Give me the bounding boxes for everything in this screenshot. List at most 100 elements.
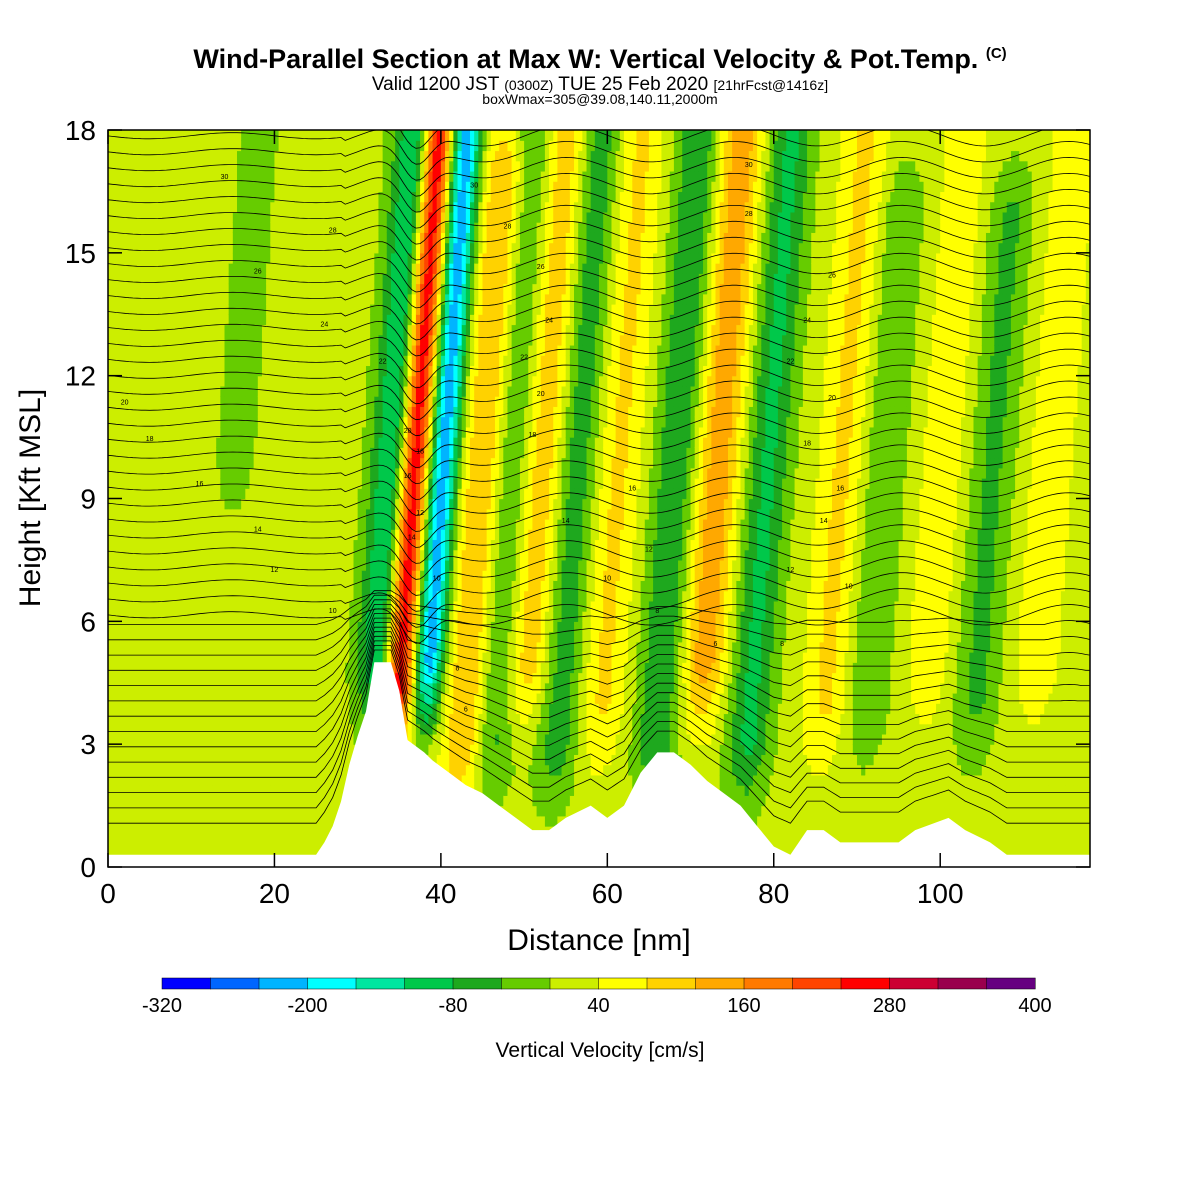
w-field-cell: [391, 396, 396, 407]
w-field-cell: [179, 488, 184, 499]
w-field-cell: [212, 314, 217, 325]
w-field-cell: [304, 724, 309, 735]
w-field-cell: [225, 273, 230, 284]
w-field-cell: [220, 437, 225, 448]
w-field-cell: [254, 693, 259, 704]
w-field-cell: [154, 826, 159, 837]
w-field-cell: [191, 253, 196, 264]
w-field-cell: [158, 355, 163, 366]
w-field-cell: [383, 150, 388, 161]
w-field-cell: [233, 345, 238, 356]
w-field-cell: [245, 437, 250, 448]
w-field-cell: [145, 335, 150, 346]
w-field-cell: [150, 232, 155, 243]
w-field-cell: [270, 744, 275, 755]
w-field-cell: [133, 386, 138, 397]
w-field-cell: [216, 263, 221, 274]
w-field-cell: [249, 202, 254, 213]
w-field-cell: [287, 826, 292, 837]
w-field-cell: [158, 304, 163, 315]
w-field-cell: [333, 284, 338, 295]
w-field-cell: [266, 632, 271, 643]
w-field-cell: [266, 396, 271, 407]
w-field-cell: [150, 601, 155, 612]
w-field-cell: [175, 243, 180, 254]
w-field-cell: [254, 345, 259, 356]
w-field-cell: [283, 284, 288, 295]
w-field-cell: [312, 529, 317, 540]
w-field-cell: [125, 693, 130, 704]
w-field-cell: [225, 550, 230, 561]
w-field-cell: [391, 140, 396, 151]
w-field-cell: [158, 836, 163, 847]
w-field-cell: [291, 499, 296, 510]
w-field-cell: [166, 140, 171, 151]
w-field-cell: [162, 693, 167, 704]
w-field-cell: [287, 775, 292, 786]
w-field-cell: [391, 212, 396, 223]
w-field-cell: [254, 130, 259, 141]
w-field-cell: [191, 324, 196, 335]
w-field-cell: [291, 150, 296, 161]
w-field-cell: [316, 499, 321, 510]
w-field-cell: [362, 376, 367, 387]
w-field-cell: [291, 140, 296, 151]
w-field-cell: [170, 335, 175, 346]
w-field-cell: [295, 713, 300, 724]
w-field-cell: [195, 775, 200, 786]
w-field-cell: [162, 294, 167, 305]
w-field-cell: [141, 161, 146, 172]
w-field-cell: [279, 673, 284, 684]
w-field-cell: [299, 447, 304, 458]
w-field-cell: [166, 652, 171, 663]
w-field-cell: [254, 632, 259, 643]
w-field-cell: [229, 130, 234, 141]
w-field-cell: [112, 314, 117, 325]
w-field-cell: [237, 253, 242, 264]
w-field-cell: [279, 539, 284, 550]
w-field-cell: [283, 130, 288, 141]
w-field-cell: [170, 509, 175, 520]
w-field-cell: [241, 396, 246, 407]
w-field-cell: [191, 468, 196, 479]
w-field-cell: [183, 212, 188, 223]
w-field-cell: [324, 550, 329, 561]
w-field-cell: [279, 724, 284, 735]
w-field-cell: [233, 560, 238, 571]
w-field-cell: [266, 795, 271, 806]
w-field-cell: [154, 806, 159, 817]
w-field-cell: [141, 693, 146, 704]
w-field-cell: [175, 642, 180, 653]
w-field-cell: [304, 683, 309, 694]
w-field-cell: [262, 427, 267, 438]
w-field-cell: [204, 775, 209, 786]
w-field-cell: [175, 713, 180, 724]
w-field-cell: [279, 212, 284, 223]
w-field-cell: [245, 417, 250, 428]
w-field-cell: [166, 806, 171, 817]
w-field-cell: [329, 355, 334, 366]
w-field-cell: [316, 632, 321, 643]
w-field-cell: [279, 816, 284, 827]
w-field-cell: [237, 406, 242, 417]
w-field-cell: [237, 785, 242, 796]
w-field-cell: [191, 447, 196, 458]
w-field-cell: [129, 611, 134, 622]
w-field-cell: [150, 765, 155, 776]
w-field-cell: [158, 386, 163, 397]
w-field-cell: [299, 243, 304, 254]
w-field-cell: [287, 181, 292, 192]
w-field-cell: [349, 550, 354, 561]
w-field-cell: [258, 294, 263, 305]
w-field-cell: [112, 324, 117, 335]
w-field-cell: [220, 642, 225, 653]
w-field-cell: [116, 836, 121, 847]
w-field-cell: [266, 447, 271, 458]
w-field-cell: [200, 652, 205, 663]
w-field-cell: [179, 734, 184, 745]
w-field-cell: [324, 560, 329, 571]
w-field-cell: [345, 539, 350, 550]
w-field-cell: [150, 642, 155, 653]
w-field-cell: [187, 806, 192, 817]
w-field-cell: [220, 836, 225, 847]
